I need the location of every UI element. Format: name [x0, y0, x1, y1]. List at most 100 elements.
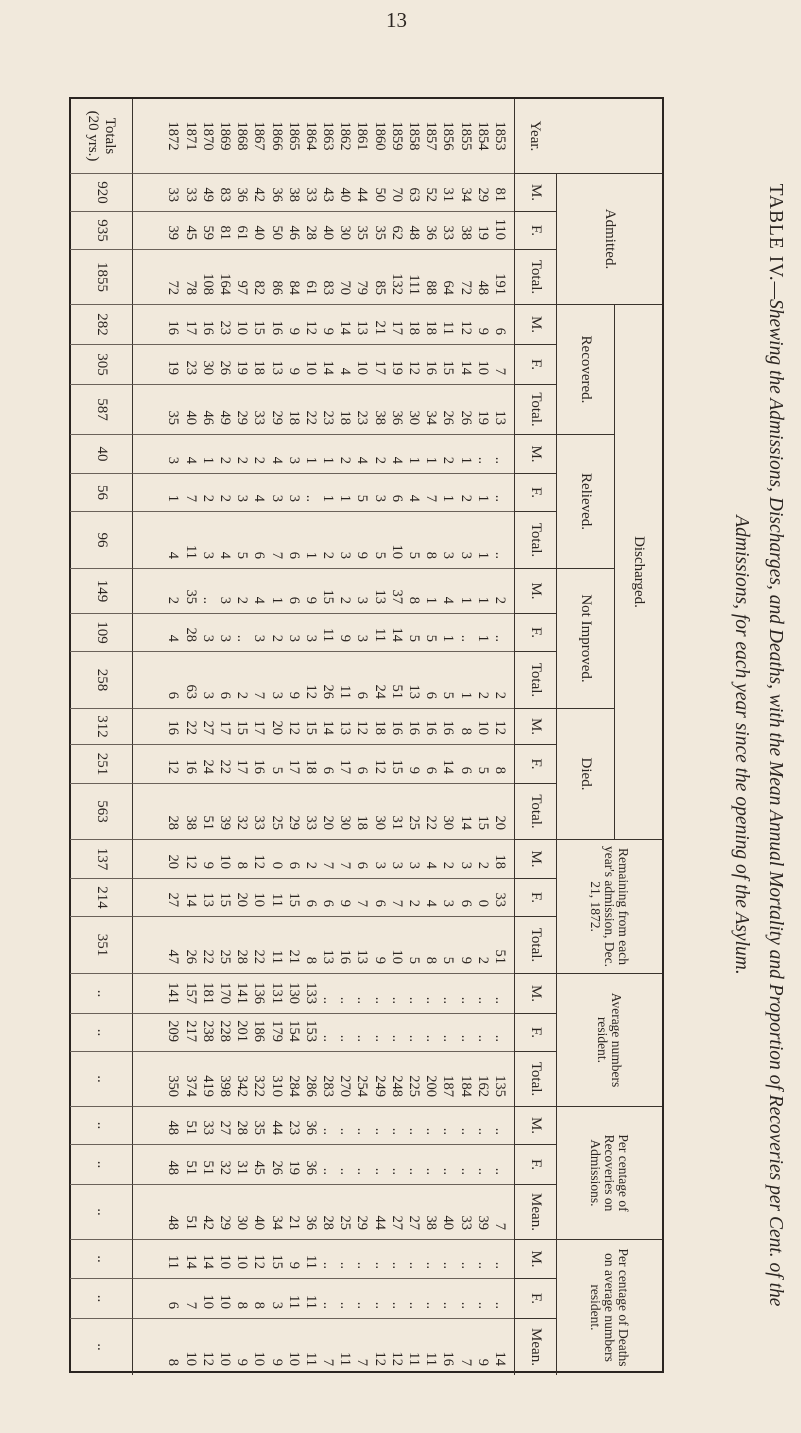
cell-average-total: 270: [336, 1052, 354, 1107]
cell-admitted-total: 78: [181, 250, 199, 305]
cell-recovered-total: 18: [284, 385, 302, 435]
cell-relieved-total: 3: [336, 512, 354, 569]
cell-pct-deaths-total: 11: [423, 1352, 440, 1366]
spacer: [133, 745, 165, 784]
cell-recovered-total: 13: [490, 385, 508, 435]
cell-pct-deaths-total: 9: [474, 1358, 491, 1366]
subheader-pct-deaths-f: F.: [514, 1279, 556, 1319]
cell-relieved-f: 7: [181, 474, 199, 512]
cell-recovered-total: 34: [422, 385, 440, 435]
cell-recovered-total: 29: [233, 385, 251, 435]
cell-recovered-m: 9: [318, 305, 337, 345]
cell-admitted-total: 108: [198, 250, 216, 305]
spacer: [133, 99, 165, 174]
cell-average-m: 170: [215, 974, 233, 1014]
cell-not-improved-m: ..: [198, 569, 216, 614]
cell-average-total: 342: [233, 1052, 251, 1107]
spacer: [508, 1107, 514, 1145]
cell-not-improved-total: 1: [456, 652, 474, 709]
cell-not-improved-f: 3: [284, 614, 302, 652]
cell-recovered-m: 18: [422, 305, 440, 345]
year-cell: 1860: [370, 99, 388, 174]
cell-not-improved-total: 5: [439, 652, 457, 709]
cell-average-m: ..: [422, 974, 440, 1014]
year-cell: 1871: [181, 99, 199, 174]
cell-died-m: 20: [267, 709, 285, 745]
cell-pct-recoveries-total: 7: [490, 1185, 508, 1240]
cell-average-m: ..: [318, 974, 337, 1014]
cell-remaining-m: 3: [404, 840, 423, 879]
header-relieved: Relieved.: [556, 435, 614, 569]
spacer: [508, 917, 514, 974]
spacer: [508, 840, 514, 879]
cell-recovered-m: 9: [473, 305, 491, 345]
year-cell: 1856: [439, 99, 457, 174]
total-pct-recoveries-total: ..: [70, 1185, 134, 1240]
cell-not-improved-m: 6: [284, 569, 302, 614]
spacer: [508, 435, 514, 474]
cell-average-m: 133: [301, 974, 319, 1014]
cell-recovered-total: 46: [198, 385, 216, 435]
spacer: [508, 474, 514, 512]
cell-pct-recoveries-m: 27: [215, 1107, 233, 1145]
cell-remaining-m: 9: [198, 840, 216, 879]
total-recovered-total: 587: [70, 385, 134, 435]
cell-pct-recoveries-m: 28: [233, 1107, 251, 1145]
cell-pct-recoveries-total: 25: [336, 1185, 354, 1240]
cell-average-total: 248: [387, 1052, 405, 1107]
cell-pct-deaths-f: ..: [370, 1279, 388, 1319]
cell-remaining-m: 0: [267, 840, 285, 879]
cell-pct-deaths-m: ..: [318, 1240, 337, 1279]
cell-pct-recoveries-f: ..: [404, 1145, 423, 1185]
cell-admitted-f: 38: [456, 212, 474, 250]
cell-died-total: 30: [370, 784, 388, 840]
cell-remaining-m: 7: [318, 840, 337, 879]
cell-remaining-f: 15: [284, 879, 302, 917]
cell-admitted-m: 33: [181, 174, 199, 212]
total-pct-deaths-total: ..: [70, 1319, 134, 1375]
cell-pct-recoveries-total: 36: [301, 1185, 319, 1240]
cell-pct-deaths-total: 7: [354, 1358, 371, 1366]
cell-recovered-total: 36: [387, 385, 405, 435]
cell-relieved-m: 1: [301, 435, 319, 474]
cell-average-m: ..: [336, 974, 354, 1014]
cell-not-improved-total: 6: [164, 652, 182, 709]
cell-admitted-total: 88: [422, 250, 440, 305]
cell-average-m: 131: [267, 974, 285, 1014]
cell-pct-recoveries-m: ..: [422, 1107, 440, 1145]
cell-average-f: 153: [301, 1014, 319, 1052]
cell-relieved-m: ..: [490, 435, 508, 474]
cell-recovered-f: 23: [181, 345, 199, 385]
cell-relieved-f: 2: [215, 474, 233, 512]
cell-died-f: 24: [198, 745, 216, 784]
total-recovered-f: 305: [70, 345, 134, 385]
cell-average-f: ..: [490, 1014, 508, 1052]
cell-remaining-f: 6: [301, 879, 319, 917]
cell-admitted-m: 49: [198, 174, 216, 212]
cell-pct-recoveries-f: ..: [439, 1145, 457, 1185]
title-line-2: Admissions, for each year since the open…: [731, 515, 752, 975]
cell-pct-recoveries-f: 31: [233, 1145, 251, 1185]
cell-pct-deaths-f: ..: [387, 1279, 405, 1319]
cell-pct-recoveries-total: 34: [267, 1185, 285, 1240]
cell-relieved-m: 2: [233, 435, 251, 474]
spacer: [508, 1185, 514, 1240]
cell-admitted-total: 86: [267, 250, 285, 305]
cell-pct-deaths-m: 11: [164, 1240, 182, 1279]
cell-relieved-total: 3: [198, 512, 216, 569]
cell-remaining-m: 6: [353, 840, 371, 879]
cell-died-total: 25: [404, 784, 423, 840]
cell-admitted-m: 44: [353, 174, 371, 212]
cell-pct-recoveries-m: ..: [318, 1107, 337, 1145]
year-cell: 1859: [387, 99, 405, 174]
cell-not-improved-f: 2: [267, 614, 285, 652]
cell-average-total: 398: [215, 1052, 233, 1107]
cell-admitted-f: 59: [198, 212, 216, 250]
cell-recovered-f: 16: [422, 345, 440, 385]
header-died: Died.: [556, 709, 614, 840]
cell-admitted-total: 72: [456, 250, 474, 305]
spacer: [508, 879, 514, 917]
cell-pct-recoveries-total: 29: [353, 1185, 371, 1240]
cell-pct-deaths-total: 7: [320, 1358, 337, 1366]
cell-pct-recoveries-f: ..: [353, 1145, 371, 1185]
